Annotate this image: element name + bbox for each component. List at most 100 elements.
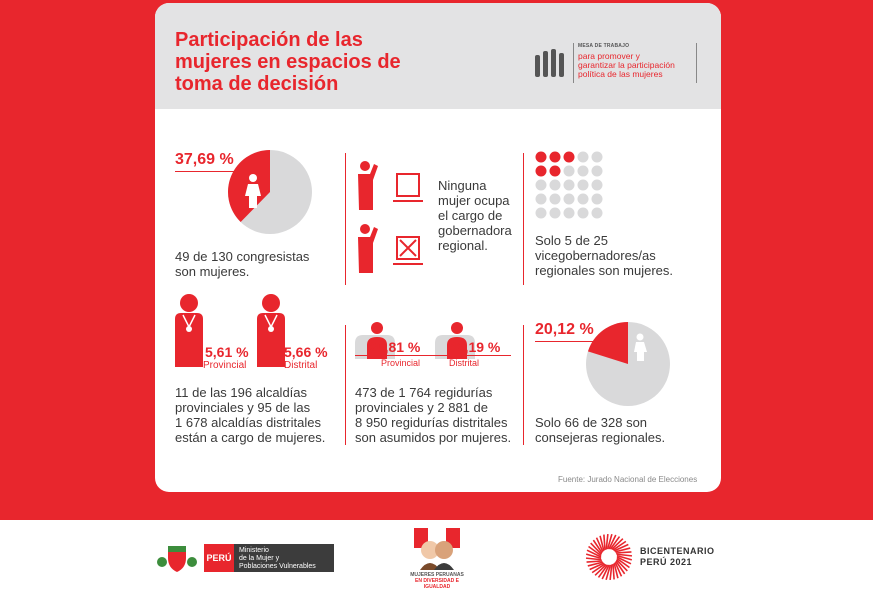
dot-empty bbox=[591, 165, 603, 177]
regidurias-text-4: son asumidos por mujeres. bbox=[355, 430, 512, 445]
divider-2 bbox=[523, 153, 524, 285]
regidurias-text-2: provinciales y 2 881 de bbox=[355, 400, 488, 415]
mp-line1: MUJERES PERUANAS bbox=[410, 572, 464, 578]
dot-filled bbox=[549, 151, 561, 163]
dot-empty bbox=[591, 193, 603, 205]
dot-filled bbox=[535, 151, 547, 163]
sunburst-ray bbox=[592, 539, 603, 554]
sunburst-ray bbox=[606, 533, 613, 550]
governors-text-2: mujer ocupa bbox=[438, 193, 510, 208]
mujeres-peruanas-text: MUJERES PERUANAS EN DIVERSIDAD E IGUALDA… bbox=[402, 572, 472, 590]
consejeras-pie-slice bbox=[587, 322, 628, 364]
congress-text-2: son mujeres. bbox=[175, 264, 250, 279]
women-faces-icon bbox=[414, 528, 460, 570]
dot-empty bbox=[577, 193, 589, 205]
consejeras-text-1: Solo 66 de 328 son bbox=[535, 415, 648, 430]
sunburst-ray bbox=[585, 557, 602, 561]
governors-text-3: el cargo de bbox=[438, 208, 503, 223]
mayor-distrital-percent: 5,66 % bbox=[284, 344, 328, 360]
mesa-line3: política de las mujeres bbox=[578, 69, 663, 79]
regidora-distrital-percent: 32,19 % bbox=[449, 339, 501, 355]
hand-ballot-empty-icon bbox=[358, 161, 423, 210]
mayor-distrital-icon bbox=[257, 294, 285, 367]
sunburst-ray bbox=[603, 534, 606, 551]
mujeres-peruanas-logo: MUJERES PERUANAS EN DIVERSIDAD E IGUALDA… bbox=[402, 528, 472, 590]
mayors-text-1: 11 de las 196 alcaldías bbox=[175, 385, 308, 400]
coat-of-arms-icon bbox=[157, 546, 197, 572]
sunburst-ray bbox=[616, 557, 630, 569]
sunburst-ray bbox=[591, 563, 606, 574]
consejeras-text-2: consejeras regionales. bbox=[535, 430, 666, 445]
divider-4 bbox=[523, 325, 524, 445]
dot-empty bbox=[563, 207, 575, 219]
sunburst-ray bbox=[586, 549, 602, 558]
sunburst-ray bbox=[614, 547, 631, 553]
regidora-provincial-icon bbox=[355, 322, 395, 359]
dot-empty bbox=[577, 151, 589, 163]
sunburst-ray bbox=[616, 554, 633, 561]
sunburst-ray bbox=[616, 556, 632, 565]
mayor-distrital-label: Distrital bbox=[284, 360, 318, 371]
source-note: Fuente: Jurado Nacional de Elecciones bbox=[558, 475, 698, 484]
regidora-distrital-icon bbox=[435, 322, 475, 359]
sunburst-ray bbox=[615, 551, 632, 554]
woman-icon bbox=[245, 174, 261, 208]
dot-filled bbox=[563, 151, 575, 163]
consejeras-pie bbox=[586, 322, 670, 406]
hand-ballot-crossed-icon bbox=[358, 224, 423, 273]
governors-text-5: regional. bbox=[438, 238, 488, 253]
sunburst-ray bbox=[597, 564, 609, 578]
consejeras-underline bbox=[535, 341, 607, 342]
dot-empty bbox=[563, 179, 575, 191]
page-title: Participación de las mujeres en espacios… bbox=[175, 29, 401, 95]
ministry-logo: PERÚ Ministerio de la Mujer y Poblacione… bbox=[154, 542, 334, 574]
bicentenario-logo: BICENTENARIO PERÚ 2021 bbox=[584, 532, 734, 582]
dot-empty bbox=[591, 207, 603, 219]
sunburst-ray bbox=[589, 562, 605, 571]
regidurias-text-3: 8 950 regidurías distritales bbox=[355, 415, 508, 430]
mayors-text-4: están a cargo de mujeres. bbox=[175, 430, 326, 445]
consejeras-percent: 20,12 % bbox=[535, 321, 594, 338]
sunburst-ray bbox=[612, 563, 615, 580]
sunburst-ray bbox=[590, 542, 603, 555]
sunburst-ray bbox=[586, 560, 603, 563]
dot-empty bbox=[549, 193, 561, 205]
sunburst-ray bbox=[611, 538, 624, 551]
sunburst-ray bbox=[588, 545, 602, 557]
mesa-line2: garantizar la participación bbox=[578, 60, 675, 70]
congress-pie bbox=[228, 150, 312, 234]
sunburst-ray bbox=[615, 559, 628, 572]
dot-empty bbox=[563, 193, 575, 205]
vicegov-text-2: vicegobernadores/as bbox=[535, 248, 656, 263]
vicegov-dot-grid bbox=[535, 151, 603, 219]
mayor-provincial-percent: 5,61 % bbox=[205, 344, 249, 360]
sunburst-ray bbox=[614, 561, 623, 577]
sunburst-ray bbox=[605, 533, 609, 550]
mayors-text-2: provinciales y 95 de las bbox=[175, 400, 311, 415]
ministry-line2: de la Mujer y bbox=[239, 555, 280, 562]
governors-text-1: Ninguna bbox=[438, 178, 487, 193]
mayor-provincial-icon bbox=[175, 294, 203, 367]
regidora-distrital-label: Distrital bbox=[449, 358, 480, 368]
dot-filled bbox=[535, 165, 547, 177]
divider-3 bbox=[345, 325, 346, 445]
dot-empty bbox=[577, 179, 589, 191]
congress-percent: 37,69 % bbox=[175, 151, 234, 168]
dot-empty bbox=[591, 151, 603, 163]
dot-empty bbox=[535, 193, 547, 205]
dot-empty bbox=[549, 207, 561, 219]
raised-hands-icon bbox=[535, 49, 564, 77]
regidora-provincial-percent: 26,81 % bbox=[369, 339, 421, 355]
vicegov-text-3: regionales son mujeres. bbox=[535, 263, 674, 278]
bic-line1: BICENTENARIO bbox=[640, 546, 715, 556]
sunburst-ray bbox=[599, 535, 605, 552]
congress-text-1: 49 de 130 congresistas bbox=[175, 249, 310, 264]
regidurias-text-1: 473 de 1 764 regidurías bbox=[355, 385, 493, 400]
congress-underline bbox=[175, 171, 247, 172]
sunburst-ray bbox=[615, 560, 626, 575]
ministry-line1: Ministerio bbox=[239, 547, 269, 554]
red-background-lower bbox=[126, 492, 746, 520]
dot-empty bbox=[549, 179, 561, 191]
dot-empty bbox=[563, 165, 575, 177]
ministry-line3: Poblaciones Vulnerables bbox=[239, 563, 316, 570]
